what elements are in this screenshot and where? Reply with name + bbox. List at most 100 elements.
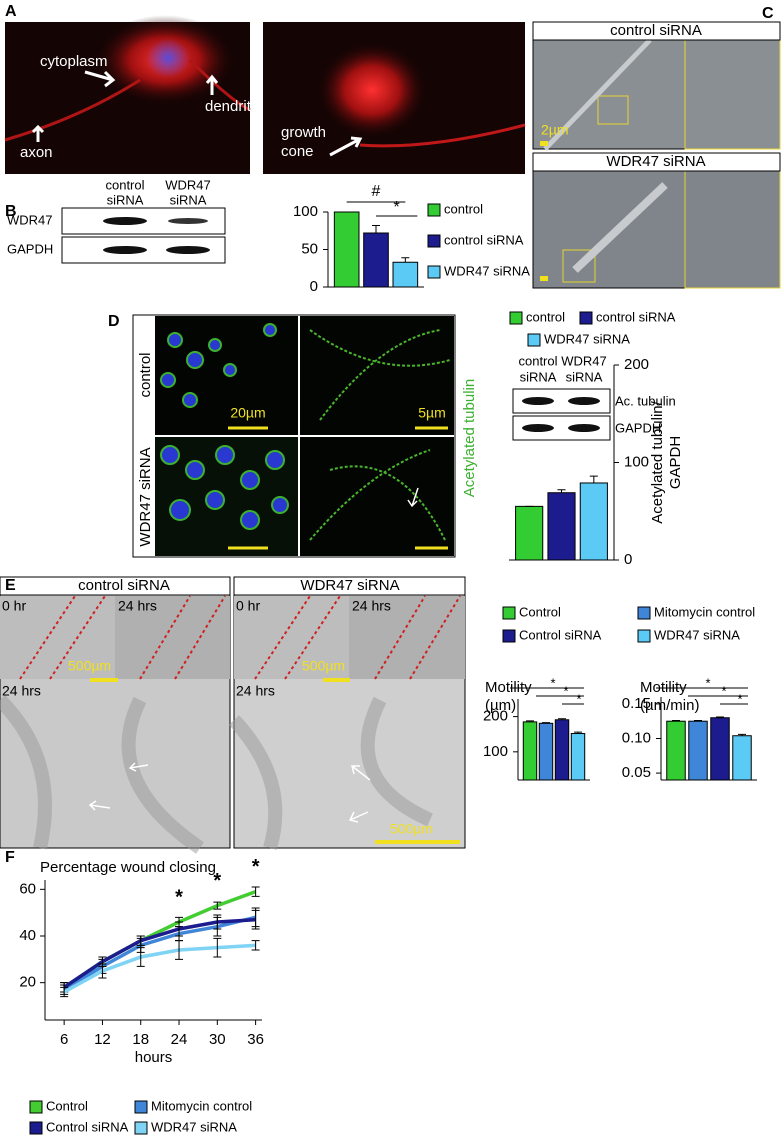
x-tick-label: 24	[171, 1031, 188, 1048]
y-tick-label: 100	[293, 203, 318, 220]
band	[168, 218, 208, 224]
error-bar	[175, 940, 184, 960]
label: WDR47	[165, 177, 211, 192]
band	[103, 246, 147, 254]
chart-title: Motility	[640, 679, 687, 696]
y-axis-label: GAPDH	[667, 436, 684, 489]
error-bar	[672, 720, 680, 722]
y-tick-label: 0.15	[622, 695, 651, 712]
band	[166, 246, 210, 254]
legend-swatch	[134, 1121, 148, 1135]
error-bar	[738, 733, 746, 736]
legend-swatch	[427, 234, 441, 248]
bar	[522, 721, 538, 781]
error-bar	[60, 986, 69, 998]
panel-label: C	[762, 5, 774, 22]
legend-swatch	[29, 1100, 43, 1114]
label: Ac. tubulin	[615, 393, 676, 408]
label: 500µm	[68, 658, 111, 674]
y-tick-label: 100	[483, 743, 508, 760]
scale-bar	[540, 141, 548, 146]
zoom-box	[597, 95, 629, 125]
band	[522, 397, 554, 405]
bar	[538, 722, 554, 781]
panel-label: B	[5, 203, 17, 220]
scale-bar	[540, 276, 548, 281]
label: 24 hrs	[118, 598, 157, 614]
y-tick-label: 200	[483, 708, 508, 725]
label: control	[518, 353, 557, 368]
y-tick-label: 50	[301, 240, 318, 257]
microtubules	[309, 329, 451, 541]
arrow	[31, 70, 363, 157]
bar	[392, 261, 419, 288]
chart-title: Percentage wound closing	[40, 859, 216, 876]
y-tick-label: 60	[19, 880, 36, 897]
legend-swatch	[29, 1121, 43, 1135]
band	[522, 424, 554, 432]
neurite	[572, 182, 668, 273]
bar	[732, 735, 752, 781]
neurite	[4, 58, 251, 142]
header	[233, 576, 466, 596]
legend-label: WDR47 siRNA	[544, 331, 630, 346]
growth-cone	[317, 42, 427, 138]
legend-label: Control	[519, 604, 561, 619]
legend-swatch	[502, 606, 516, 620]
legend-label: WDR47 siRNA	[654, 627, 740, 642]
line	[63, 915, 257, 992]
inset	[234, 596, 349, 679]
legend-swatch	[527, 333, 541, 347]
x-axis-label: hours	[135, 1049, 173, 1066]
y-tick-label: 200	[624, 356, 649, 373]
micrograph	[300, 316, 454, 435]
legend-label: Control siRNA	[46, 1119, 129, 1134]
chart-title: (µm)	[485, 697, 516, 714]
label: axon	[20, 144, 53, 161]
legend-swatch	[427, 265, 441, 279]
x-tick-label: 12	[94, 1031, 111, 1048]
label: 5µm	[418, 405, 446, 421]
error-bar	[175, 921, 184, 937]
label: GAPDH	[7, 241, 53, 256]
bar	[579, 482, 608, 561]
error-bar	[251, 909, 260, 930]
legend-label: control siRNA	[444, 232, 524, 247]
annotation: *	[252, 856, 260, 878]
bar	[554, 719, 570, 781]
annotation: *	[705, 675, 710, 690]
panel-label: A	[5, 3, 17, 20]
bar	[363, 232, 389, 288]
bar	[570, 733, 586, 781]
legend-label: control	[526, 309, 565, 324]
chart-title: Motility	[485, 679, 532, 696]
inset	[115, 596, 230, 679]
label: siRNA	[566, 369, 603, 384]
error-bar	[98, 963, 107, 979]
legend-label: control siRNA	[596, 309, 676, 324]
band	[568, 397, 600, 405]
x-tick-label: 30	[209, 1031, 226, 1048]
label: siRNA	[170, 192, 207, 207]
legend-swatch	[134, 1100, 148, 1114]
line	[63, 917, 256, 989]
error-bar	[526, 720, 534, 722]
label: 500µm	[390, 821, 433, 837]
bar	[710, 717, 730, 781]
bar	[515, 505, 544, 561]
label: 2µm	[541, 122, 569, 138]
error-bar	[694, 720, 702, 722]
label: WDR47 siRNA	[300, 577, 399, 594]
label: growth	[281, 124, 326, 141]
y-tick-label: 0	[624, 551, 632, 568]
y-tick-label: 20	[19, 974, 36, 991]
bar	[547, 492, 576, 561]
label: cone	[281, 143, 314, 160]
y-tick-label: 0.05	[622, 764, 651, 781]
neurite	[543, 38, 652, 151]
label: WDR47 siRNA	[137, 447, 154, 546]
wound-edge	[19, 595, 226, 680]
x-tick-label: 36	[247, 1031, 264, 1048]
